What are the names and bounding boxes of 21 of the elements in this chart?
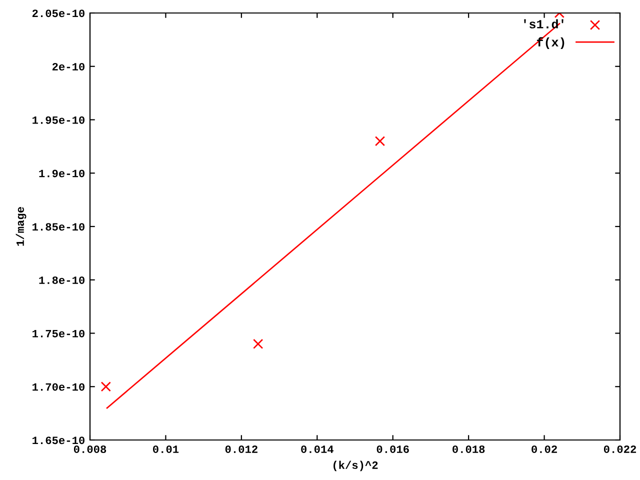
y-tick-label: 1.85e-10 — [32, 223, 84, 231]
y-tick-label: 1.75e-10 — [32, 330, 84, 338]
y-tick-label: 1.9e-10 — [39, 170, 84, 178]
x-tick-label: 0.008 — [74, 445, 106, 454]
x-tick-label: 0.02 — [532, 445, 557, 454]
legend-label: f(x) — [536, 37, 564, 49]
y-tick-label: 1.8e-10 — [39, 276, 84, 284]
x-axis-title: (k/s)^2 — [334, 460, 378, 472]
y-tick-label: 1.95e-10 — [32, 116, 84, 124]
x-tick-label: 0.012 — [225, 445, 258, 454]
x-tick-label: 0.016 — [376, 445, 409, 454]
y-tick-label: 1.65e-10 — [32, 436, 84, 444]
x-tick-label: 0.01 — [153, 445, 179, 454]
x-tick-label: 0.014 — [301, 445, 334, 454]
x-tick-label: 0.022 — [604, 445, 636, 454]
y-tick-label: 1.70e-10 — [32, 383, 84, 391]
y-axis-title: 1/mage — [16, 207, 26, 246]
legend-label: 's1.d' — [524, 19, 564, 28]
x-tick-label: 0.018 — [452, 445, 485, 454]
y-tick-label: 2e-10 — [52, 62, 84, 71]
y-tick-label: 2.05e-10 — [32, 10, 84, 18]
